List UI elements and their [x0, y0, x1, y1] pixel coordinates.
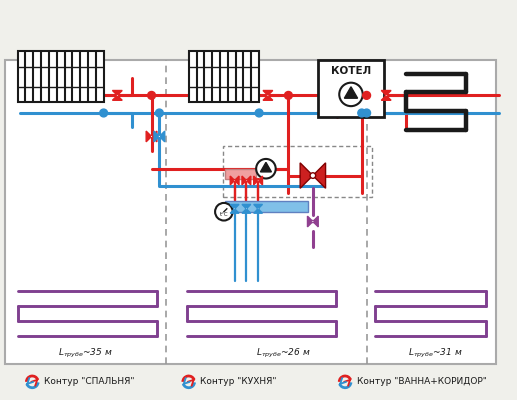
Polygon shape — [242, 176, 247, 185]
Polygon shape — [112, 90, 122, 95]
Circle shape — [385, 94, 387, 96]
Polygon shape — [308, 216, 313, 227]
Circle shape — [148, 92, 156, 99]
Polygon shape — [230, 176, 235, 185]
Bar — [225, 201, 308, 212]
Circle shape — [150, 135, 153, 138]
Polygon shape — [235, 176, 239, 185]
Polygon shape — [382, 90, 391, 95]
Polygon shape — [146, 131, 151, 142]
Circle shape — [363, 92, 371, 99]
Circle shape — [246, 180, 247, 182]
Polygon shape — [258, 176, 263, 185]
Bar — [223, 146, 372, 197]
Polygon shape — [254, 204, 263, 209]
Circle shape — [363, 109, 371, 117]
Circle shape — [310, 173, 316, 178]
Polygon shape — [247, 176, 251, 185]
Circle shape — [100, 109, 108, 117]
Polygon shape — [300, 163, 313, 188]
Circle shape — [339, 83, 363, 106]
Circle shape — [256, 159, 276, 178]
Text: Контур "ВАННА+КОРИДОР": Контур "ВАННА+КОРИДОР" — [357, 377, 486, 386]
Polygon shape — [242, 209, 251, 213]
Polygon shape — [382, 95, 391, 100]
Bar — [318, 60, 384, 117]
Text: $L_{трубе}$~35 м: $L_{трубе}$~35 м — [58, 347, 112, 360]
Polygon shape — [261, 162, 271, 172]
Polygon shape — [313, 163, 326, 188]
Polygon shape — [154, 131, 159, 142]
Circle shape — [358, 109, 366, 117]
Circle shape — [312, 220, 314, 223]
Polygon shape — [263, 95, 273, 100]
Polygon shape — [263, 90, 273, 95]
Circle shape — [156, 109, 163, 117]
Circle shape — [234, 180, 236, 182]
Text: КОТЕЛ: КОТЕЛ — [331, 66, 371, 76]
Polygon shape — [159, 131, 165, 142]
Bar — [189, 51, 259, 102]
Text: Контур "КУХНЯ": Контур "КУХНЯ" — [201, 377, 277, 386]
Circle shape — [267, 94, 269, 96]
Polygon shape — [151, 131, 157, 142]
Polygon shape — [242, 204, 251, 209]
Circle shape — [284, 92, 292, 99]
Circle shape — [215, 203, 233, 220]
Bar — [5, 60, 496, 364]
Circle shape — [116, 94, 118, 96]
Circle shape — [257, 180, 259, 182]
Text: $L_{трубе}$~26 м: $L_{трубе}$~26 м — [256, 347, 311, 360]
Polygon shape — [254, 209, 263, 213]
Bar — [18, 51, 103, 102]
Polygon shape — [344, 87, 358, 98]
Circle shape — [234, 208, 236, 210]
Polygon shape — [254, 176, 258, 185]
Text: t°C: t°C — [220, 212, 228, 217]
Circle shape — [158, 135, 161, 138]
Circle shape — [255, 109, 263, 117]
Text: Контур "СПАЛЬНЯ": Контур "СПАЛЬНЯ" — [44, 377, 134, 386]
Polygon shape — [313, 216, 318, 227]
Circle shape — [246, 208, 247, 210]
Polygon shape — [112, 95, 122, 100]
Polygon shape — [230, 204, 239, 209]
Polygon shape — [230, 209, 239, 213]
Circle shape — [257, 208, 259, 210]
Bar — [225, 169, 256, 180]
Text: $L_{трубе}$~31 м: $L_{трубе}$~31 м — [408, 347, 462, 360]
